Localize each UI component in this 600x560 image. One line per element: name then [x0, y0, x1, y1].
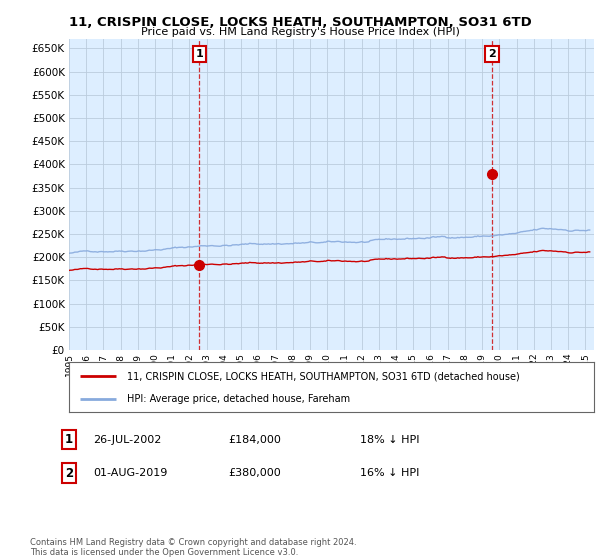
Text: 1: 1 [65, 433, 73, 446]
Text: 11, CRISPIN CLOSE, LOCKS HEATH, SOUTHAMPTON, SO31 6TD: 11, CRISPIN CLOSE, LOCKS HEATH, SOUTHAMP… [68, 16, 532, 29]
Text: 1: 1 [196, 49, 203, 59]
Text: £380,000: £380,000 [228, 468, 281, 478]
Text: £184,000: £184,000 [228, 435, 281, 445]
Text: Price paid vs. HM Land Registry's House Price Index (HPI): Price paid vs. HM Land Registry's House … [140, 27, 460, 37]
Text: 26-JUL-2002: 26-JUL-2002 [93, 435, 161, 445]
Text: 2: 2 [488, 49, 496, 59]
Text: 16% ↓ HPI: 16% ↓ HPI [360, 468, 419, 478]
Text: 01-AUG-2019: 01-AUG-2019 [93, 468, 167, 478]
Text: Contains HM Land Registry data © Crown copyright and database right 2024.
This d: Contains HM Land Registry data © Crown c… [30, 538, 356, 557]
Text: HPI: Average price, detached house, Fareham: HPI: Average price, detached house, Fare… [127, 394, 350, 404]
Text: 18% ↓ HPI: 18% ↓ HPI [360, 435, 419, 445]
Text: 2: 2 [65, 466, 73, 480]
Text: 11, CRISPIN CLOSE, LOCKS HEATH, SOUTHAMPTON, SO31 6TD (detached house): 11, CRISPIN CLOSE, LOCKS HEATH, SOUTHAMP… [127, 371, 520, 381]
